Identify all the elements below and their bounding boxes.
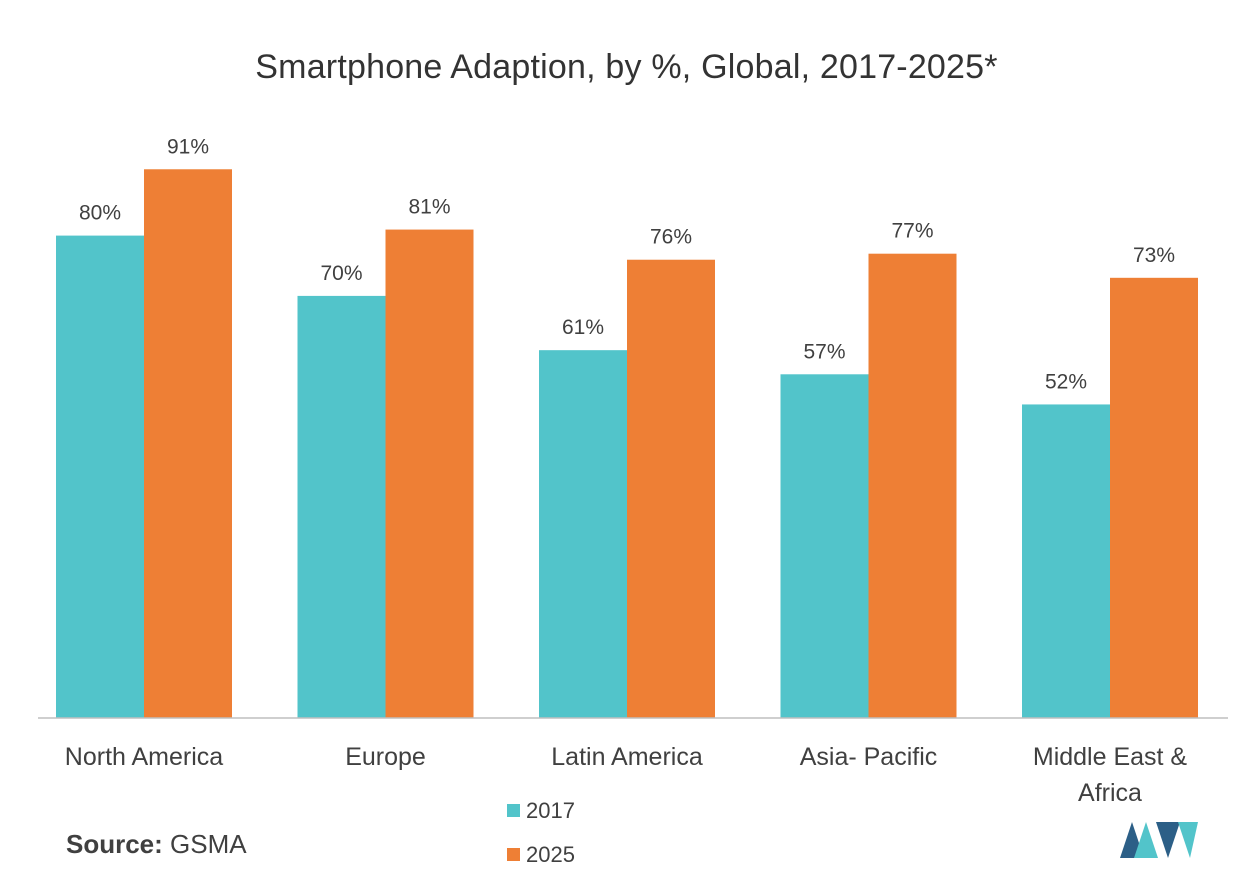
- source-value: GSMA: [170, 829, 247, 859]
- category-label: Africa: [1078, 779, 1142, 807]
- category-label: North America: [65, 743, 223, 771]
- company-logo: [1120, 822, 1198, 858]
- bar-2025-0: [144, 169, 232, 718]
- category-label: Latin America: [551, 743, 703, 771]
- bar-2025-3: [868, 253, 957, 718]
- chart-title: Smartphone Adaption, by %, Global, 2017-…: [255, 48, 998, 86]
- bar-value-label: 73%: [1133, 244, 1175, 267]
- bar-value-label: 61%: [562, 316, 604, 339]
- bar-value-label: 80%: [79, 202, 121, 225]
- category-labels-group: North America Europe Latin America Asia- Pa…: [65, 743, 1188, 807]
- bar-2017-3: [780, 374, 869, 718]
- source-key: Source:: [66, 829, 163, 859]
- bar-value-label: 57%: [803, 340, 845, 363]
- logo-shape-mid-right: [1156, 822, 1180, 858]
- bars-group: [56, 169, 1198, 718]
- bar-2017-0: [56, 235, 144, 718]
- category-label: Europe: [345, 743, 426, 771]
- bar-2025-1: [385, 229, 474, 718]
- source-note: Source: GSMA: [66, 829, 247, 860]
- legend-label-2025: 2025: [526, 842, 575, 867]
- bar-value-label: 52%: [1045, 370, 1087, 393]
- category-label: Asia- Pacific: [800, 743, 938, 771]
- bar-value-label: 81%: [408, 196, 450, 219]
- logo-shape-right: [1178, 822, 1198, 858]
- logo-shape-mid-left: [1134, 822, 1158, 858]
- bar-2017-1: [297, 295, 386, 718]
- bar-2025-4: [1110, 277, 1198, 718]
- bar-2017-4: [1022, 404, 1110, 718]
- bar-value-label: 76%: [650, 226, 692, 249]
- bar-value-label: 77%: [891, 220, 933, 243]
- legend-label-2017: 2017: [526, 798, 575, 823]
- bar-labels-group: 80% 91% 70% 81% 61% 76% 57% 77% 52% 73%: [79, 135, 1175, 393]
- legend-swatch-2025: [507, 848, 520, 861]
- legend-swatch-2017: [507, 804, 520, 817]
- category-label: Middle East &: [1033, 743, 1188, 771]
- bar-value-label: 70%: [320, 262, 362, 285]
- legend: 2017 2025: [507, 798, 575, 867]
- bar-2017-2: [539, 350, 627, 718]
- bar-2025-2: [627, 259, 715, 718]
- bar-value-label: 91%: [167, 135, 209, 158]
